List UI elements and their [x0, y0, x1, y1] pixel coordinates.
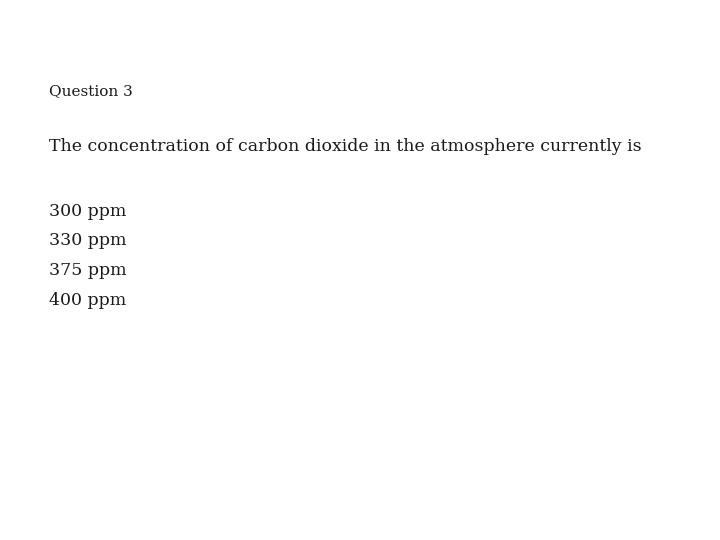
Text: 375 ppm: 375 ppm — [49, 262, 127, 279]
Text: Question 3: Question 3 — [49, 84, 132, 98]
Text: 300 ppm: 300 ppm — [49, 202, 126, 219]
Text: 330 ppm: 330 ppm — [49, 232, 127, 249]
Text: The concentration of carbon dioxide in the atmosphere currently is: The concentration of carbon dioxide in t… — [49, 138, 642, 154]
Text: 400 ppm: 400 ppm — [49, 292, 126, 308]
